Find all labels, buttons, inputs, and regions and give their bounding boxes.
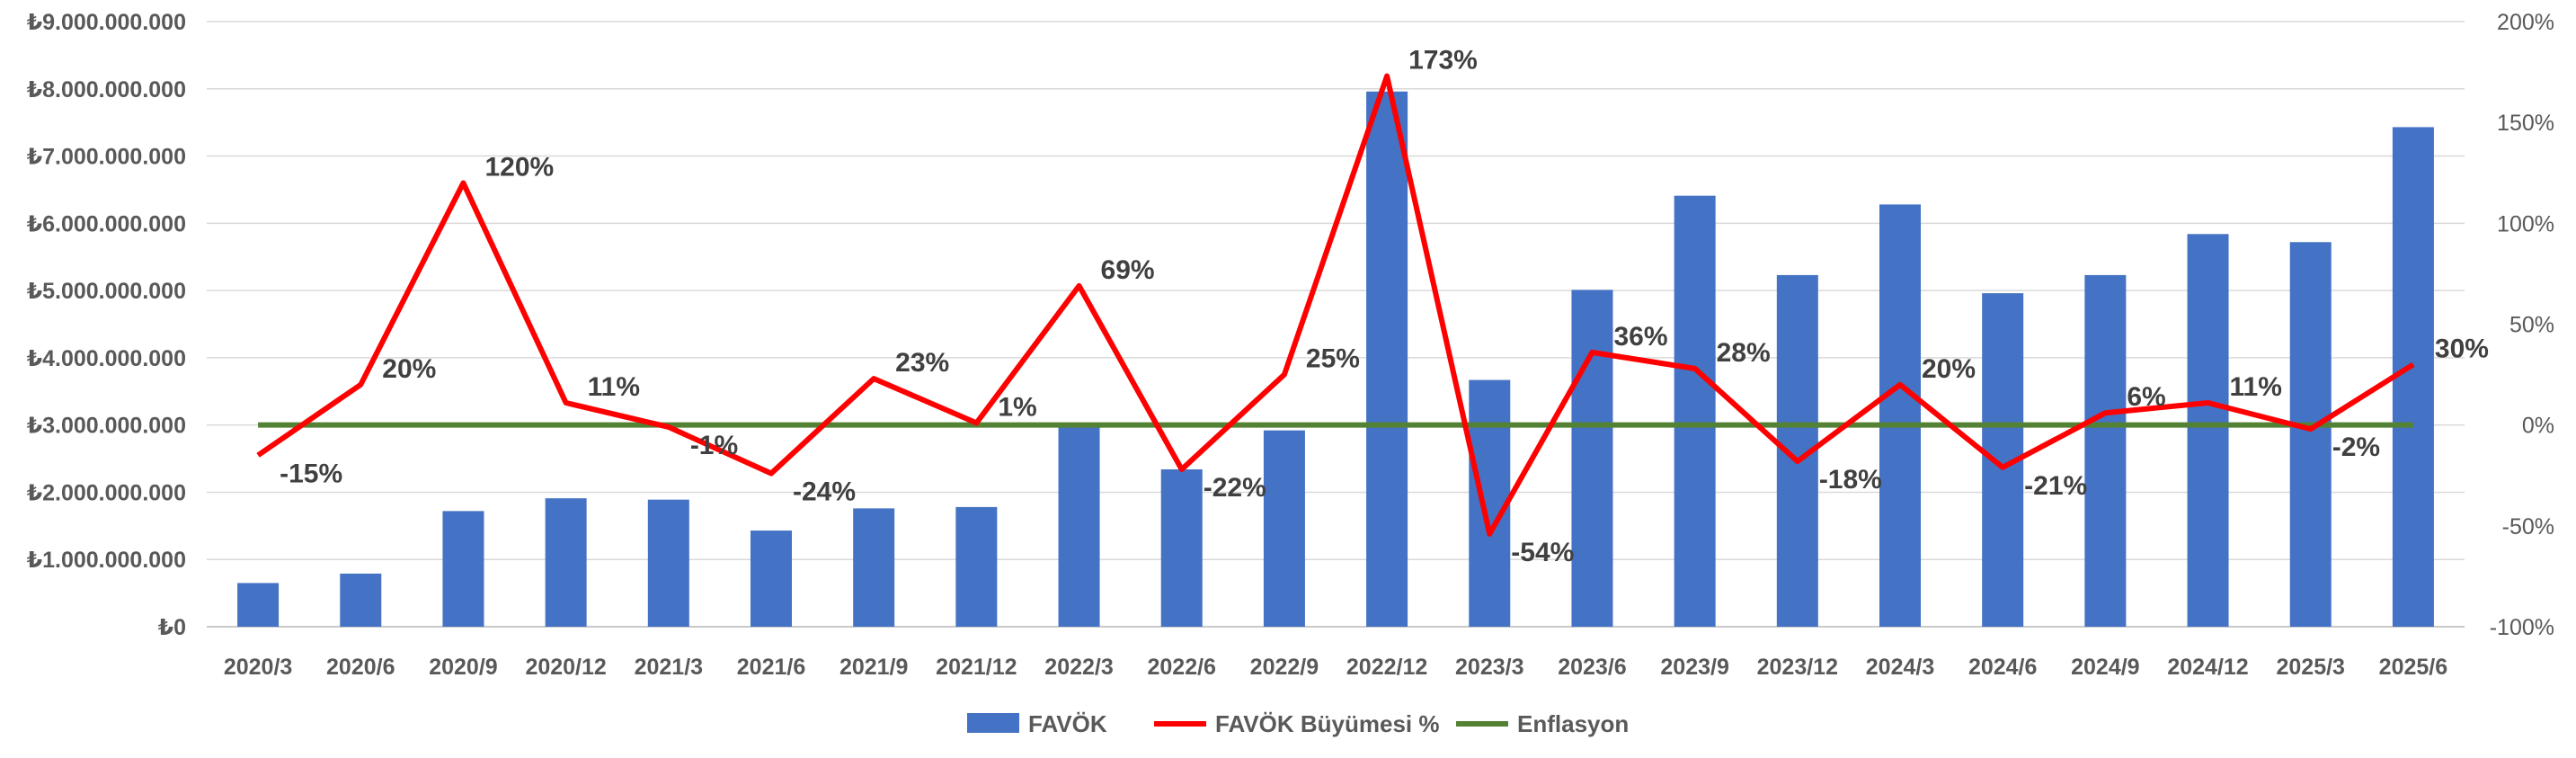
growth-data-label: 28%: [1717, 338, 1771, 368]
x-tick-label: 2024/9: [2071, 655, 2139, 680]
y-left-tick-label: ₺7.000.000.000: [27, 145, 186, 170]
x-tick-label: 2023/6: [1558, 655, 1626, 680]
y-axis-right: -100% -50% 0% 50% 100% 150% 200%: [2490, 10, 2554, 640]
growth-data-label: 120%: [484, 152, 554, 182]
x-tick-label: 2022/3: [1044, 655, 1113, 680]
y-right-tick-label: -100%: [2490, 615, 2554, 640]
x-tick-label: 2020/12: [525, 655, 606, 680]
growth-data-label: 20%: [382, 354, 436, 384]
favok-bar: [545, 498, 587, 627]
x-tick-label: 2025/6: [2379, 655, 2447, 680]
growth-data-label: -24%: [793, 477, 856, 507]
favok-bar: [853, 508, 895, 627]
y-right-tick-label: 200%: [2497, 10, 2554, 35]
growth-data-label: -22%: [1204, 473, 1266, 503]
x-tick-label: 2022/12: [1346, 655, 1427, 680]
growth-data-label: 11%: [2230, 372, 2282, 402]
growth-data-label: -15%: [280, 459, 342, 488]
favok-bar: [2392, 127, 2434, 627]
y-left-tick-label: ₺8.000.000.000: [27, 77, 186, 103]
favok-bar: [442, 511, 484, 627]
favok-bar: [1366, 91, 1408, 627]
favok-bar: [2084, 274, 2127, 627]
growth-data-label: 1%: [998, 392, 1036, 422]
y-left-tick-label: ₺3.000.000.000: [27, 414, 186, 439]
favok-bar: [751, 531, 792, 627]
x-tick-label: 2021/9: [839, 655, 908, 680]
legend: FAVÖK FAVÖK Büyümesi % Enflasyon: [967, 710, 1629, 737]
favok-buyume-line: [256, 73, 2415, 537]
favok-bars: [237, 91, 2434, 627]
x-tick-label: 2023/9: [1660, 655, 1728, 680]
x-tick-label: 2020/3: [224, 655, 292, 680]
x-tick-label: 2020/9: [429, 655, 497, 680]
favok-bar: [1160, 469, 1203, 627]
legend-label: Enflasyon: [1517, 710, 1629, 737]
y-left-tick-label: ₺0: [158, 615, 186, 640]
growth-data-label: 25%: [1306, 344, 1360, 374]
favok-bar: [1263, 430, 1305, 627]
favok-bar: [2289, 242, 2332, 627]
favok-bar: [1674, 195, 1716, 627]
growth-data-label: 11%: [588, 372, 640, 402]
growth-data-label: -1%: [690, 431, 738, 460]
y-left-tick-label: ₺5.000.000.000: [27, 279, 186, 304]
growth-data-label: 69%: [1101, 255, 1155, 285]
favok-bar: [237, 583, 280, 627]
growth-data-label: 23%: [895, 348, 949, 378]
growth-data-label: 36%: [1613, 322, 1667, 352]
y-axis-left: ₺0 ₺1.000.000.000 ₺2.000.000.000 ₺3.000.000…: [27, 10, 186, 640]
series-lines: [256, 73, 2415, 537]
growth-data-label: -2%: [2332, 433, 2380, 462]
favok-bar: [1571, 290, 1613, 627]
y-right-tick-label: 100%: [2497, 211, 2554, 236]
favok-bar: [1879, 204, 1921, 627]
growth-data-label: -18%: [1819, 465, 1882, 495]
growth-data-label: -54%: [1511, 538, 1574, 567]
y-left-tick-label: ₺4.000.000.000: [27, 346, 186, 371]
y-right-tick-label: 150%: [2497, 111, 2554, 136]
x-tick-label: 2021/12: [936, 655, 1017, 680]
y-right-tick-label: 50%: [2509, 313, 2554, 338]
x-axis: 2020/3 2020/6 2020/9 2020/12 2021/3 2021/6 202…: [224, 655, 2447, 680]
growth-data-label: 6%: [2127, 382, 2165, 412]
growth-data-label: 20%: [1922, 354, 1976, 384]
data-labels: -15% 20% 120% 11% -1% -24% 23% 1% 69% -22% 25% 173%…: [280, 46, 2489, 567]
favok-bar: [1469, 379, 1511, 627]
y-left-tick-label: ₺2.000.000.000: [27, 480, 186, 505]
y-right-tick-label: 0%: [2522, 414, 2554, 439]
favok-bar: [647, 499, 689, 627]
x-tick-label: 2021/6: [737, 655, 805, 680]
y-right-tick-label: -50%: [2502, 514, 2554, 540]
y-left-tick-label: ₺9.000.000.000: [27, 10, 186, 35]
favok-bar: [1058, 424, 1100, 627]
legend-swatch-bar: [967, 713, 1019, 733]
legend-label: FAVÖK: [1028, 710, 1107, 737]
growth-data-label: 30%: [2435, 334, 2489, 363]
growth-data-label: 173%: [1408, 46, 1478, 76]
y-left-tick-label: ₺1.000.000.000: [27, 548, 186, 573]
x-tick-label: 2022/9: [1250, 655, 1319, 680]
x-tick-label: 2021/3: [635, 655, 703, 680]
favok-bar: [340, 573, 382, 627]
x-tick-label: 2020/6: [326, 655, 395, 680]
growth-data-label: -21%: [2024, 471, 2087, 501]
x-tick-label: 2023/12: [1757, 655, 1838, 680]
x-tick-label: 2025/3: [2276, 655, 2344, 680]
x-tick-label: 2024/12: [2167, 655, 2248, 680]
y-left-tick-label: ₺6.000.000.000: [27, 211, 186, 236]
favok-bar: [955, 506, 998, 627]
x-tick-label: 2022/6: [1147, 655, 1215, 680]
x-tick-label: 2023/3: [1455, 655, 1523, 680]
favok-bar: [2187, 234, 2229, 627]
legend-label: FAVÖK Büyümesi %: [1215, 710, 1439, 737]
x-tick-label: 2024/3: [1866, 655, 1934, 680]
x-tick-label: 2024/6: [1968, 655, 2037, 680]
